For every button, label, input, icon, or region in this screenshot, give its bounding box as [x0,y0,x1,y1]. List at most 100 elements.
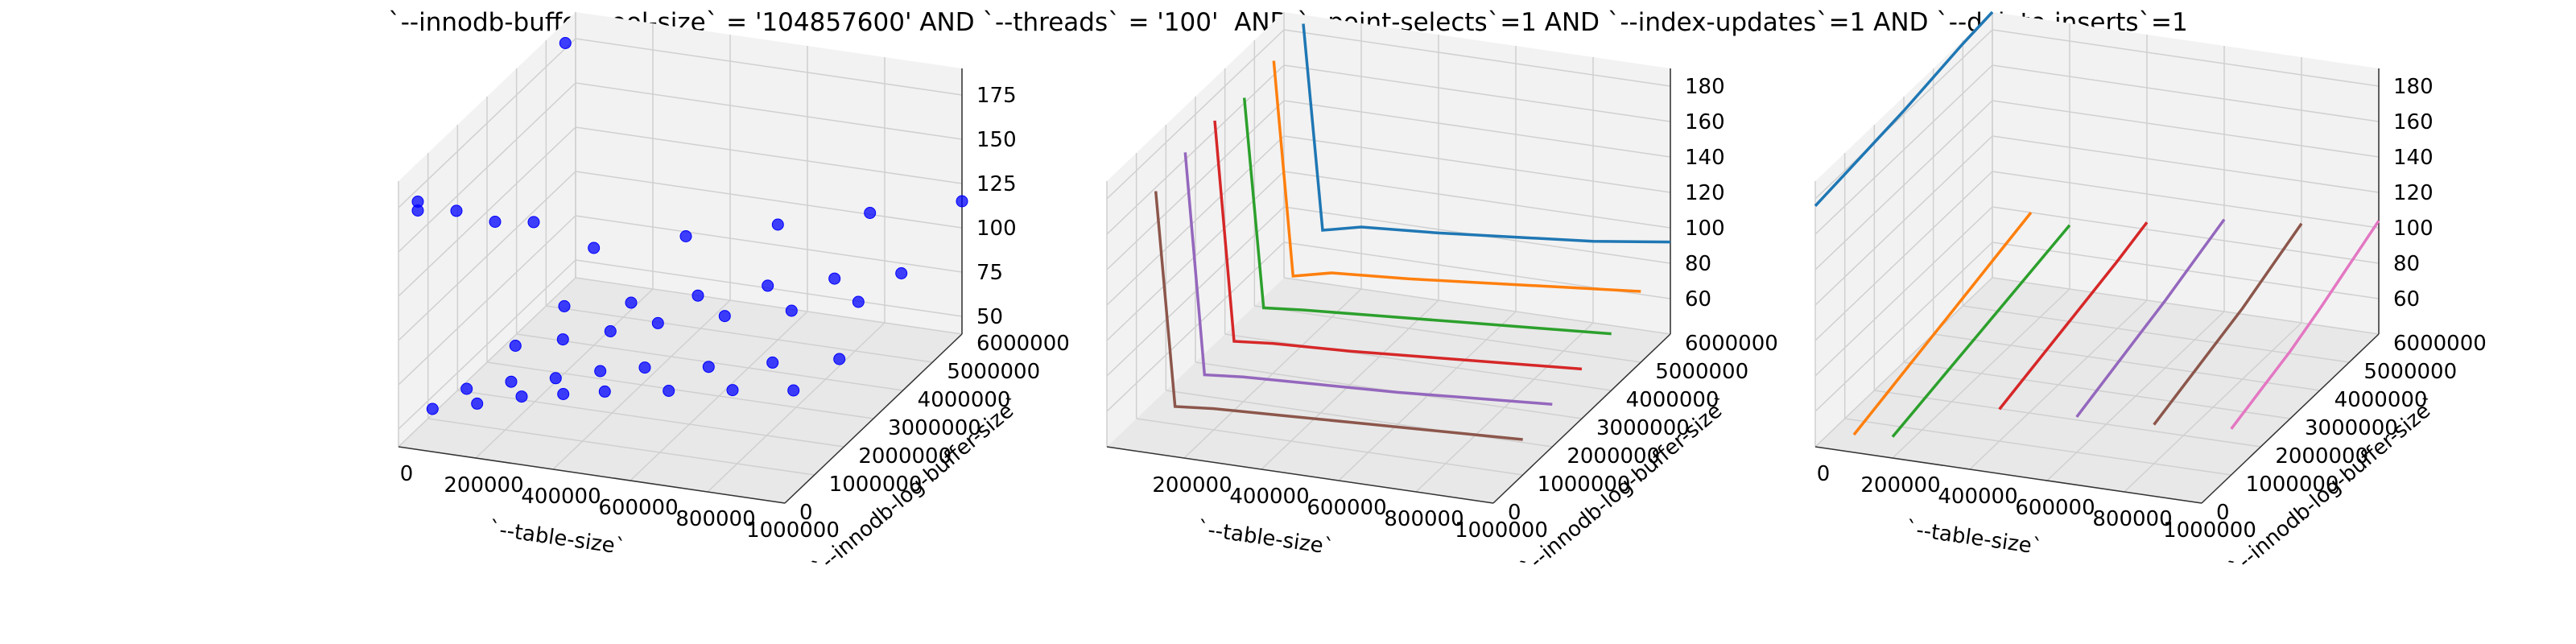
x-axis-label: `--table-size` [488,517,627,559]
y-tick-label: 3000000 [2305,416,2398,440]
z-tick-label: 60 [1685,287,1711,312]
z-tick-label: 100 [976,217,1017,241]
scatter-point [718,310,731,323]
gridline [398,82,576,253]
scatter-point [833,353,846,365]
scatter-point [559,37,572,49]
gridline [1992,171,2380,229]
series-line-6 [2153,222,2303,426]
subplot-2: 2000004000006000008000001000000010000002… [1106,12,1778,580]
gridline [1874,390,2261,448]
gridline [1814,29,1993,200]
z-tick-label: 180 [2393,75,2434,99]
gridline [1106,100,1285,270]
x-axis-line [1814,446,2202,504]
scatter-point [549,372,562,385]
gridline [1283,277,1671,335]
x-tick-label: 200000 [444,473,523,497]
y-tick-label: 5000000 [947,360,1040,384]
z-tick-label: 80 [1685,252,1711,276]
series-line-2 [1852,211,2033,436]
scatter-point [864,207,877,219]
gridline [1106,242,1285,412]
scatter-point [604,325,617,337]
scatter-point [766,356,779,369]
gridline [575,215,963,273]
series-line-5 [2075,218,2226,419]
scatter-point [411,204,424,217]
series-line-6 [1154,191,1523,441]
y-tick-label: 5000000 [2363,360,2457,384]
y-tick-label: 1000000 [1538,473,1631,497]
pane-2 [1284,12,1670,334]
y-tick-label: 6000000 [976,332,1070,356]
gridline [1254,305,1641,363]
x-tick-label: 0 [1817,462,1831,486]
gridline [1992,64,2380,122]
gridline [398,126,576,297]
x-tick-label: 600000 [598,496,678,520]
gridline [1814,135,1993,306]
gridline [575,277,963,335]
subplot-3: 0 200000400000600000800000100000001000000… [1814,10,2487,580]
pane-2 [576,12,962,334]
scatter-point [663,385,675,397]
y-tick-label: 3000000 [888,416,981,440]
x-tick-label: 800000 [675,507,755,531]
z-tick-label: 160 [1685,110,1725,134]
y-tick-label: 2000000 [2275,444,2368,469]
gridline [1106,135,1285,306]
series-line-2 [1272,60,1641,293]
scatter-point [515,390,528,403]
scatter-point [762,279,774,292]
scatter-point [625,296,638,309]
z-tick-label: 100 [1685,217,1725,241]
scatter-point [679,230,692,242]
gridline [1814,206,1993,377]
scatter-point [556,333,569,346]
gridline [575,126,963,184]
z-tick-label: 120 [1685,181,1725,205]
scatter-point [956,195,968,208]
scatter-point [771,218,784,231]
x-tick-label: 1000000 [746,518,840,543]
y-tick-label: 0 [1508,501,1521,525]
scatter-point [638,361,651,374]
gridline [1283,135,1671,193]
y-tick-label: 1000000 [2246,473,2339,497]
series-line-4 [1213,120,1583,371]
series-line-3 [1242,97,1612,336]
gridline [486,361,874,419]
scatter-point [828,272,841,285]
scatter-point [598,385,611,398]
scatter-point [558,299,571,312]
y-tick-label: 1000000 [829,473,923,497]
gridline [398,259,576,430]
y-tick-label: 0 [2216,501,2230,525]
gridline [1992,135,2380,193]
scatter-point [471,397,484,410]
x-axis-line [1106,446,1494,504]
scatter-point [588,242,601,254]
x-tick-label: 400000 [1938,485,2017,509]
scatter-point [527,216,540,229]
scatter-point [651,316,664,329]
gridline [427,418,815,476]
gridline [1106,64,1285,235]
gridline [1136,418,1523,476]
scatter-point [691,289,704,302]
y-tick-label: 4000000 [2334,388,2428,412]
subplot-1: 0 200000400000600000800000100000001000000… [398,12,1070,580]
x-axis-label: `--table-size` [1196,517,1335,559]
x-tick-label: 600000 [2015,496,2095,520]
z-tick-label: 150 [976,128,1017,152]
y-tick-label: 2000000 [858,444,952,469]
x-axis-label: `--table-size` [1905,517,2044,559]
gridline [575,38,963,96]
z-tick-label: 175 [976,84,1017,108]
gridline [575,82,963,140]
x-tick-label: 800000 [1384,507,1463,531]
scatter-point [557,388,570,400]
x-tick-label: 800000 [2092,507,2172,531]
